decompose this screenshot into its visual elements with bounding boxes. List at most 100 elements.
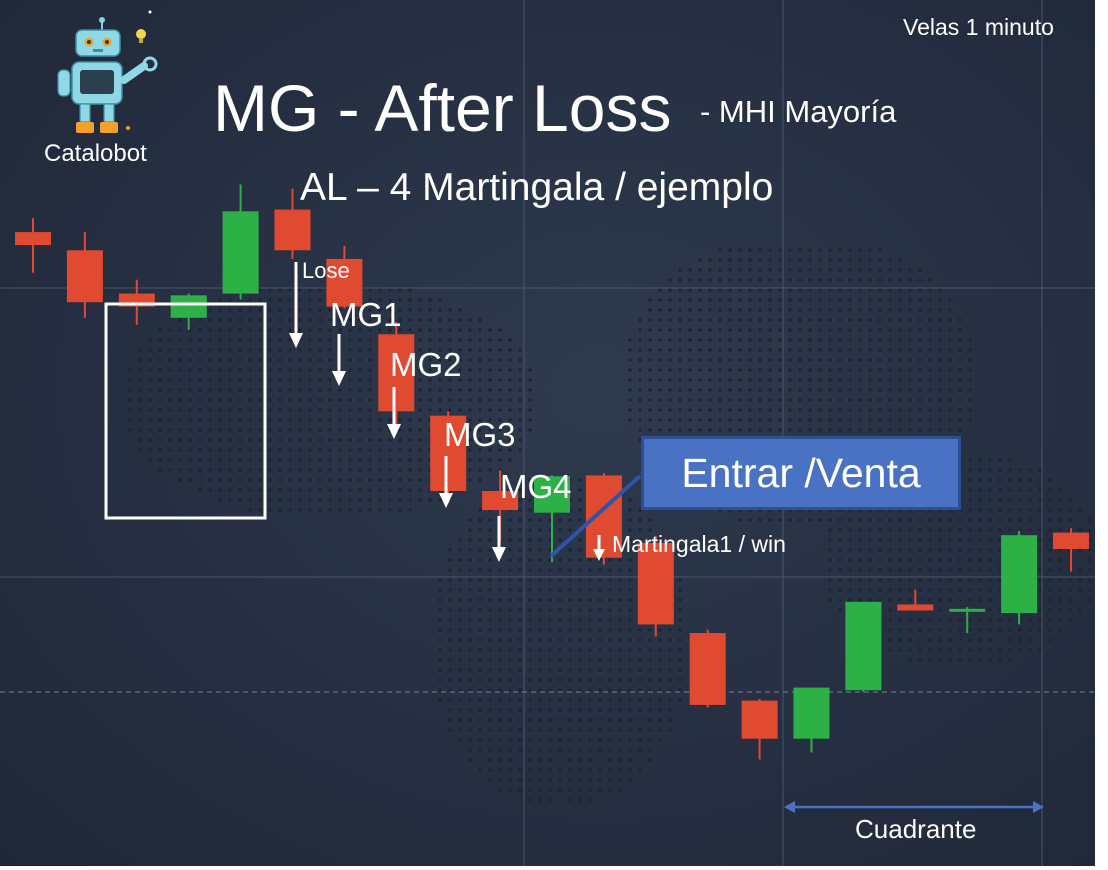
map-dot	[668, 288, 672, 292]
map-dot	[778, 288, 782, 292]
map-dot	[1028, 618, 1032, 622]
map-dot	[678, 608, 682, 612]
map-dot	[158, 438, 162, 442]
map-dot	[488, 698, 492, 702]
map-dot	[648, 398, 652, 402]
map-dot	[168, 448, 172, 452]
map-dot	[378, 428, 382, 432]
quadrant-label: Cuadrante	[855, 814, 977, 844]
map-dot	[748, 378, 752, 382]
map-dot	[598, 768, 602, 772]
map-dot	[898, 258, 902, 262]
map-dot	[678, 638, 682, 642]
map-dot	[988, 598, 992, 602]
map-dot	[458, 408, 462, 412]
map-dot	[648, 668, 652, 672]
map-dot	[718, 248, 722, 252]
map-dot	[938, 348, 942, 352]
map-dot	[278, 468, 282, 472]
map-dot	[628, 378, 632, 382]
map-dot	[458, 378, 462, 382]
map-dot	[478, 738, 482, 742]
map-dot	[298, 448, 302, 452]
map-dot	[878, 298, 882, 302]
map-dot	[318, 468, 322, 472]
map-dot	[488, 648, 492, 652]
map-dot	[458, 388, 462, 392]
map-dot	[348, 438, 352, 442]
map-dot	[998, 528, 1002, 532]
map-dot	[858, 258, 862, 262]
map-dot	[228, 308, 232, 312]
map-dot	[628, 638, 632, 642]
map-dot	[158, 448, 162, 452]
map-dot	[528, 618, 532, 622]
map-dot	[788, 378, 792, 382]
map-dot	[508, 488, 512, 492]
map-dot	[218, 478, 222, 482]
map-dot	[558, 718, 562, 722]
map-dot	[978, 648, 982, 652]
map-dot	[668, 378, 672, 382]
map-dot	[588, 648, 592, 652]
map-dot	[988, 628, 992, 632]
candle	[741, 698, 778, 760]
map-dot	[258, 458, 262, 462]
map-dot	[608, 698, 612, 702]
map-dot	[518, 728, 522, 732]
map-dot	[198, 358, 202, 362]
map-dot	[818, 388, 822, 392]
map-dot	[968, 458, 972, 462]
map-dot	[708, 318, 712, 322]
map-dot	[808, 258, 812, 262]
map-dot	[828, 418, 832, 422]
map-dot	[838, 428, 842, 432]
map-dot	[498, 698, 502, 702]
map-dot	[338, 418, 342, 422]
map-dot	[368, 468, 372, 472]
map-dot	[738, 428, 742, 432]
map-dot	[208, 308, 212, 312]
map-dot	[218, 408, 222, 412]
map-dot	[758, 428, 762, 432]
map-dot	[438, 678, 442, 682]
map-dot	[998, 598, 1002, 602]
map-dot	[528, 798, 532, 802]
map-dot	[298, 358, 302, 362]
map-dot	[828, 598, 832, 602]
map-dot	[1008, 658, 1012, 662]
map-dot	[248, 488, 252, 492]
map-dot	[518, 758, 522, 762]
map-dot	[688, 328, 692, 332]
map-dot	[478, 378, 482, 382]
map-dot	[488, 378, 492, 382]
map-dot	[668, 298, 672, 302]
map-dot	[378, 458, 382, 462]
map-dot	[638, 658, 642, 662]
map-dot	[848, 388, 852, 392]
map-dot	[918, 318, 922, 322]
map-dot	[578, 508, 582, 512]
map-dot	[1088, 518, 1092, 522]
map-dot	[968, 358, 972, 362]
map-dot	[248, 468, 252, 472]
map-dot	[138, 348, 142, 352]
map-dot	[908, 518, 912, 522]
map-dot	[228, 408, 232, 412]
map-dot	[498, 348, 502, 352]
map-dot	[238, 338, 242, 342]
map-dot	[868, 418, 872, 422]
map-dot	[908, 578, 912, 582]
map-dot	[518, 498, 522, 502]
map-dot	[528, 508, 532, 512]
map-dot	[548, 538, 552, 542]
map-dot	[138, 378, 142, 382]
map-dot	[308, 328, 312, 332]
map-dot	[938, 588, 942, 592]
map-dot	[658, 418, 662, 422]
map-dot	[648, 718, 652, 722]
map-dot	[658, 338, 662, 342]
map-dot	[708, 308, 712, 312]
map-dot	[848, 248, 852, 252]
map-dot	[568, 788, 572, 792]
